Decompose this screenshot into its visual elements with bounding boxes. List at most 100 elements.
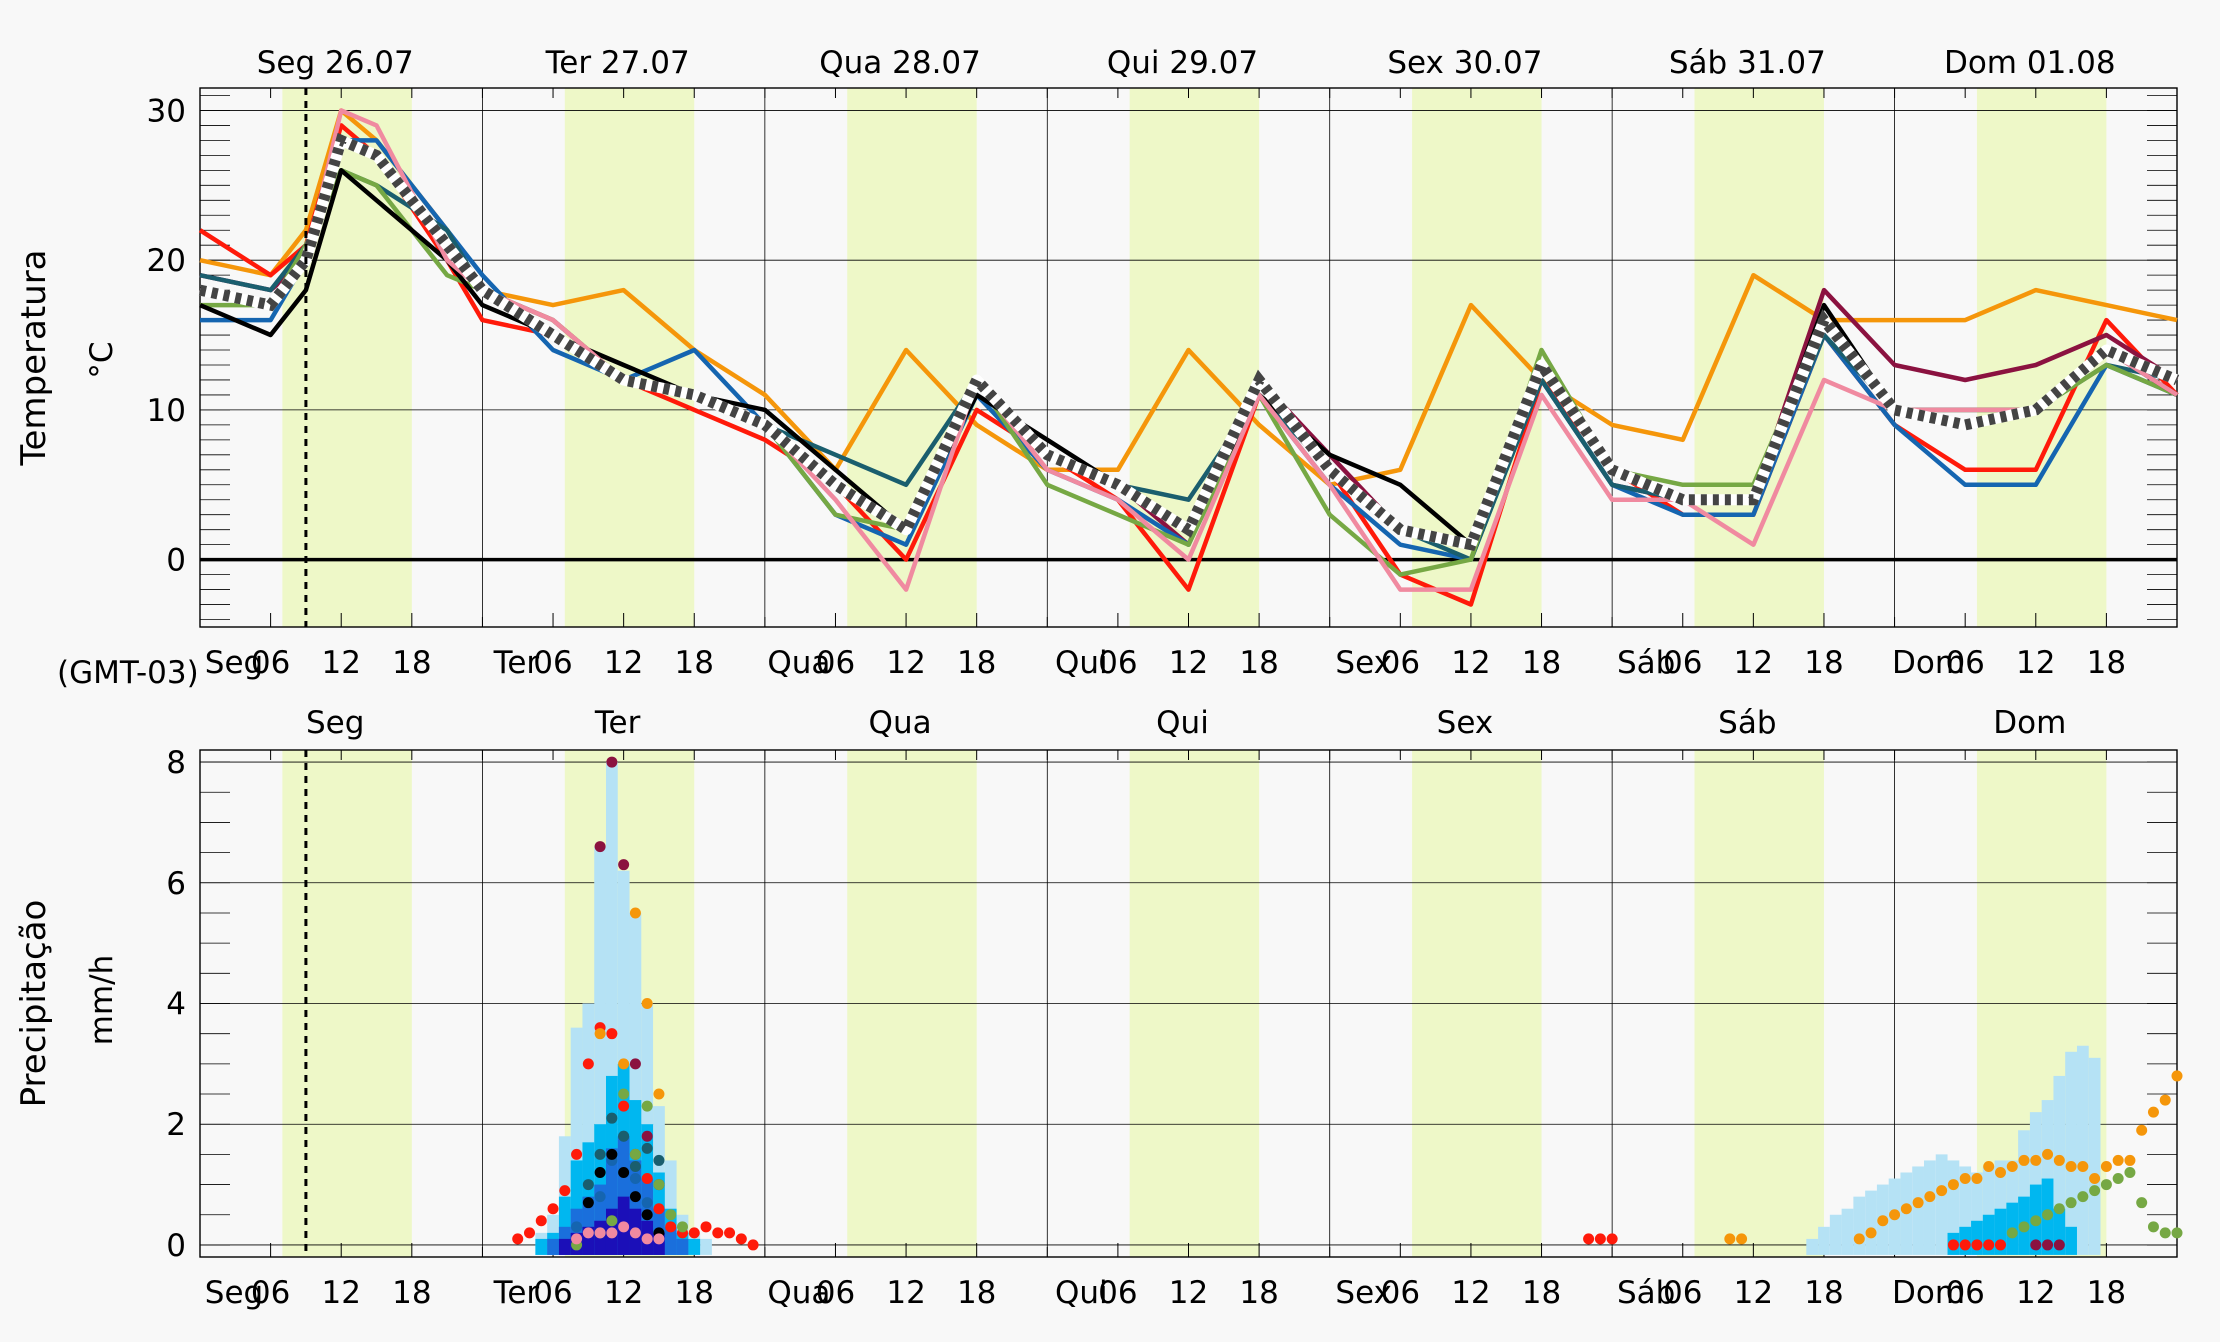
precip-member-point <box>2006 1160 2018 1172</box>
precip-bar-p75 <box>1982 1214 1995 1255</box>
y-tick-label: 2 <box>166 1107 186 1143</box>
x-tick-label: 18 <box>675 645 714 681</box>
precip-member-point <box>1959 1239 1971 1251</box>
precip-member-point <box>1912 1197 1924 1209</box>
precip-bar-max <box>1982 1166 1995 1255</box>
precip-bar-max <box>1935 1154 1948 1255</box>
precip-member-point <box>2171 1070 2183 1082</box>
precip-member-point <box>2147 1221 2159 1233</box>
day-label: Seg <box>306 705 364 741</box>
precip-member-point <box>712 1227 724 1239</box>
precip-member-point <box>653 1154 665 1166</box>
precip-member-point <box>2147 1106 2159 1118</box>
precip-member-point <box>582 1058 594 1070</box>
precip-member-point <box>2089 1173 2101 1185</box>
x-tick-label: 12 <box>1451 645 1490 681</box>
precip-bar-max <box>629 912 642 1255</box>
x-tick-label: Seg <box>205 645 263 681</box>
x-tick-label: 06 <box>1381 1275 1420 1311</box>
precip-member-point <box>641 1142 653 1154</box>
x-tick-label: 18 <box>1239 1275 1278 1311</box>
x-tick-label: 12 <box>604 1275 643 1311</box>
precip-member-point <box>1889 1209 1901 1221</box>
precip-member-point <box>594 1148 606 1160</box>
precip-member-point <box>2042 1239 2054 1251</box>
precip-bar-max <box>605 762 618 1255</box>
precip-member-point <box>1736 1233 1748 1245</box>
x-tick-label: 12 <box>1734 645 1773 681</box>
precip-member-point <box>1994 1167 2006 1178</box>
precip-member-point <box>2089 1185 2101 1197</box>
x-tick-label: 06 <box>1663 645 1702 681</box>
precip-member-point <box>653 1233 665 1245</box>
precip-member-point <box>641 1173 653 1185</box>
y-axis-label: Precipitação <box>14 900 54 1108</box>
precip-member-point <box>1583 1233 1595 1245</box>
x-tick-label: 06 <box>816 1275 855 1311</box>
x-tick-label: Qua <box>767 1275 830 1311</box>
precip-bar-max <box>664 1160 677 1255</box>
precip-bar-max <box>1994 1160 2007 1255</box>
precip-member-point <box>2042 1209 2054 1221</box>
y-axis-unit: °C <box>84 341 120 378</box>
precip-bar-max <box>1959 1166 1972 1255</box>
x-tick-label: 06 <box>1663 1275 1702 1311</box>
precip-member-point <box>606 1028 618 1040</box>
precip-member-point <box>629 1160 641 1172</box>
precip-bar-p75 <box>2053 1208 2066 1255</box>
precip-member-point <box>2159 1094 2171 1106</box>
precip-member-point <box>641 1233 653 1245</box>
precip-bar-p75 <box>570 1160 583 1255</box>
timezone-label: (GMT-03) <box>57 655 199 691</box>
precip-member-point <box>2018 1154 2030 1166</box>
precip-member-point <box>2006 1227 2018 1239</box>
precip-bar-min <box>558 1238 571 1255</box>
y-tick-label: 6 <box>166 866 186 902</box>
precip-bar-max <box>1853 1196 1866 1255</box>
precip-bar-max <box>1806 1238 1819 1255</box>
y-tick-label: 10 <box>147 393 186 429</box>
precip-member-point <box>2077 1191 2089 1203</box>
x-tick-label: 06 <box>816 645 855 681</box>
x-tick-label: 06 <box>1098 1275 1137 1311</box>
x-tick-label: 12 <box>886 1275 925 1311</box>
x-tick-label: Ter <box>493 645 540 681</box>
precip-member-point <box>1959 1173 1971 1185</box>
precip-member-point <box>2030 1239 2042 1251</box>
precip-bar-p75 <box>2065 1226 2077 1255</box>
precip-member-point <box>547 1203 559 1215</box>
precip-member-point <box>2112 1173 2124 1185</box>
precip-member-point <box>594 1028 606 1040</box>
precip-bar-median <box>582 1196 595 1255</box>
precip-member-point <box>1971 1239 1983 1251</box>
precip-member-point <box>1983 1239 1995 1251</box>
x-tick-label: 12 <box>1169 1275 1208 1311</box>
y-tick-label: 8 <box>166 745 186 781</box>
precip-bar-p75 <box>1971 1220 1983 1255</box>
precip-bar-max <box>2018 1130 2030 1255</box>
x-tick-label: 06 <box>1098 645 1137 681</box>
precip-bar-max <box>594 846 606 1255</box>
x-tick-label: Sáb <box>1617 645 1675 681</box>
day-label: Sáb 31.07 <box>1669 45 1826 81</box>
day-label: Ter <box>594 705 641 741</box>
precip-bar-median <box>617 1136 630 1255</box>
precip-member-point <box>641 998 653 1009</box>
precip-member-point <box>1971 1173 1983 1185</box>
day-label: Dom <box>1993 705 2066 741</box>
precip-bar-max <box>582 1003 595 1255</box>
precip-member-point <box>606 1148 618 1160</box>
precip-bar-max <box>570 1027 583 1255</box>
precip-member-point <box>1724 1233 1736 1245</box>
day-label: Seg 26.07 <box>257 45 414 81</box>
x-tick-label: 06 <box>533 1275 572 1311</box>
x-tick-label: 18 <box>1522 1275 1561 1311</box>
precip-member-point <box>629 1173 641 1185</box>
precip-member-point <box>571 1221 583 1233</box>
y-axis-unit: mm/h <box>84 955 120 1046</box>
precip-member-point <box>606 1227 618 1239</box>
precip-member-point <box>606 1215 618 1227</box>
precip-member-point <box>2136 1124 2148 1136</box>
precip-bar-max <box>2088 1057 2101 1255</box>
